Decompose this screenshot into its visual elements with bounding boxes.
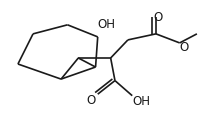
Text: O: O xyxy=(153,11,163,24)
Text: O: O xyxy=(86,94,95,107)
Text: O: O xyxy=(180,41,189,54)
Text: OH: OH xyxy=(132,95,150,108)
Text: OH: OH xyxy=(98,18,116,31)
